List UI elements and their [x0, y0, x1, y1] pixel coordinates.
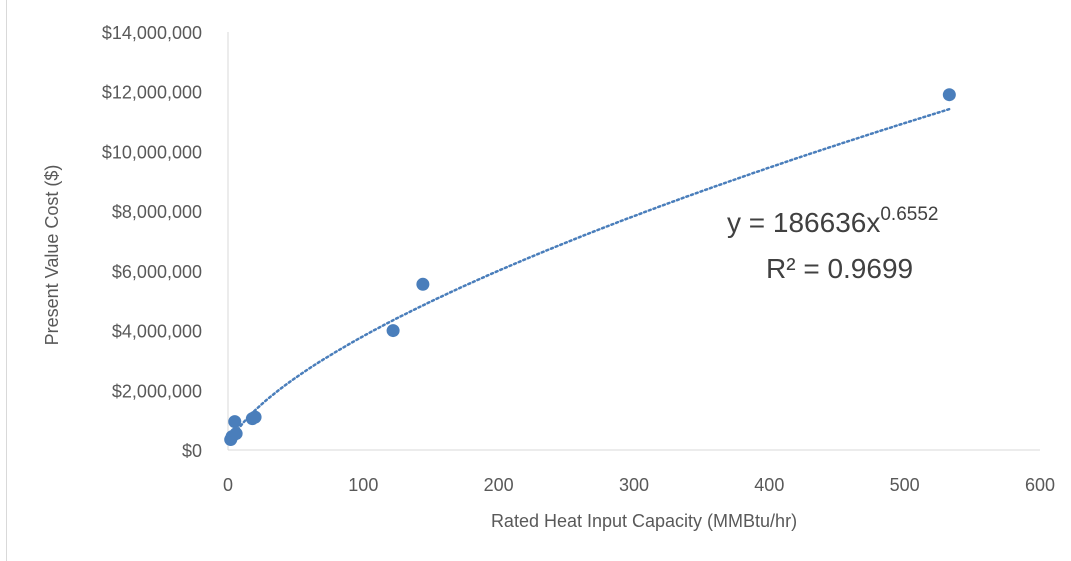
data-point: [228, 415, 242, 429]
y-tick-label: $2,000,000: [112, 381, 202, 401]
equation-exponent: 0.6552: [880, 204, 938, 225]
x-tick-label: 200: [484, 475, 514, 495]
y-tick-label: $12,000,000: [102, 83, 202, 103]
x-tick-label: 300: [619, 475, 649, 495]
x-tick-label: 600: [1025, 475, 1055, 495]
data-point: [229, 427, 243, 441]
r-squared-label: R² = 0.9699: [766, 253, 913, 284]
y-axis-title: Present Value Cost ($): [42, 165, 62, 346]
data-point: [386, 324, 400, 338]
x-tick-label: 500: [890, 475, 920, 495]
x-tick-label: 0: [223, 475, 233, 495]
equation-base: y = 186636x: [727, 207, 880, 238]
y-tick-label: $8,000,000: [112, 202, 202, 222]
y-tick-label: $4,000,000: [112, 322, 202, 342]
x-tick-label: 400: [754, 475, 784, 495]
x-axis-title: Rated Heat Input Capacity (MMBtu/hr): [491, 511, 797, 531]
y-tick-label: $14,000,000: [102, 23, 202, 43]
trendline: [233, 107, 951, 436]
data-point: [942, 88, 956, 102]
data-point: [416, 277, 430, 291]
data-point: [248, 410, 262, 424]
y-tick-label: $0: [182, 441, 202, 461]
y-tick-label: $6,000,000: [112, 262, 202, 282]
x-tick-label: 100: [348, 475, 378, 495]
chart-border: [6, 0, 7, 561]
y-tick-label: $10,000,000: [102, 142, 202, 162]
trendline-equation: y = 186636x0.6552: [727, 204, 938, 238]
